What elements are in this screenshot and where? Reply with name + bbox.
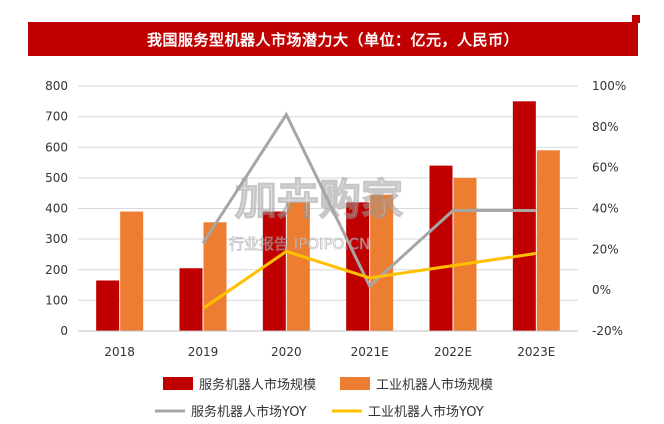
y-left-tick-label: 500 [45, 171, 68, 185]
title-accent-mark [632, 15, 640, 23]
chart-title-bar: 我国服务型机器人市场潜力大（单位：亿元，人民币） [28, 22, 638, 56]
service-bar [429, 165, 453, 331]
legend-item: 工业机器人市场YOY [332, 404, 484, 420]
industrial-bar [120, 211, 144, 331]
legend-label: 服务机器人市场规模 [199, 377, 316, 393]
industrial-bar [370, 194, 394, 331]
y-left-tick-label: 800 [45, 79, 68, 93]
service-bar [512, 101, 536, 331]
axes: 0 100 200 300 400 500 600 700 800 -20% 0% 20% 40% 60%… [45, 79, 626, 359]
y-left-tick-label: 0 [60, 324, 68, 338]
x-tick-label: 2023E [517, 345, 555, 359]
industrial-yoy-line [202, 249, 537, 310]
y-left-tick-label: 300 [45, 232, 68, 246]
y-right-tick-label: 100% [592, 79, 626, 93]
y-right-tick-label: 20% [592, 242, 619, 256]
y-left-tick-label: 200 [45, 263, 68, 277]
service-bar [96, 280, 120, 331]
service-yoy-line [201, 111, 537, 289]
lines [201, 111, 537, 310]
x-tick-label: 2018 [104, 345, 135, 359]
service-bar [346, 202, 370, 331]
y-right-tick-label: -20% [592, 324, 623, 338]
legend-swatch [340, 377, 370, 390]
watermark-sub: 行业报告 IPOIPO.CN [229, 235, 370, 253]
x-tick-label: 2019 [188, 345, 219, 359]
legend-label: 工业机器人市场YOY [368, 404, 484, 420]
y-right-tick-label: 80% [592, 120, 619, 134]
legend-item: 服务机器人市场规模 [163, 377, 316, 393]
legend-label: 服务机器人市场YOY [191, 404, 307, 420]
y-left-tick-label: 100 [45, 293, 68, 307]
legend-item: 服务机器人市场YOY [155, 404, 307, 420]
legend-swatch [163, 377, 193, 390]
service-bar [262, 211, 286, 331]
gridlines [78, 85, 578, 301]
industrial-bar [536, 150, 560, 331]
y-left-tick-label: 600 [45, 140, 68, 154]
y-left-tick-label: 400 [45, 202, 68, 216]
service-bar [179, 268, 203, 331]
chart-title: 我国服务型机器人市场潜力大（单位：亿元，人民币） [146, 30, 519, 49]
industrial-bar [453, 177, 477, 331]
x-tick-label: 2022E [434, 345, 472, 359]
x-tick-label: 2021E [351, 345, 389, 359]
y-right-tick-label: 60% [592, 161, 619, 175]
industrial-bar [286, 202, 310, 331]
y-left-tick-label: 700 [45, 110, 68, 124]
bars [96, 101, 560, 331]
legend-item: 工业机器人市场规模 [340, 377, 493, 393]
legend-label: 工业机器人市场规模 [376, 377, 493, 393]
x-tick-label: 2020 [271, 345, 302, 359]
y-right-tick-label: 0% [592, 283, 611, 297]
y-right-tick-label: 40% [592, 202, 619, 216]
